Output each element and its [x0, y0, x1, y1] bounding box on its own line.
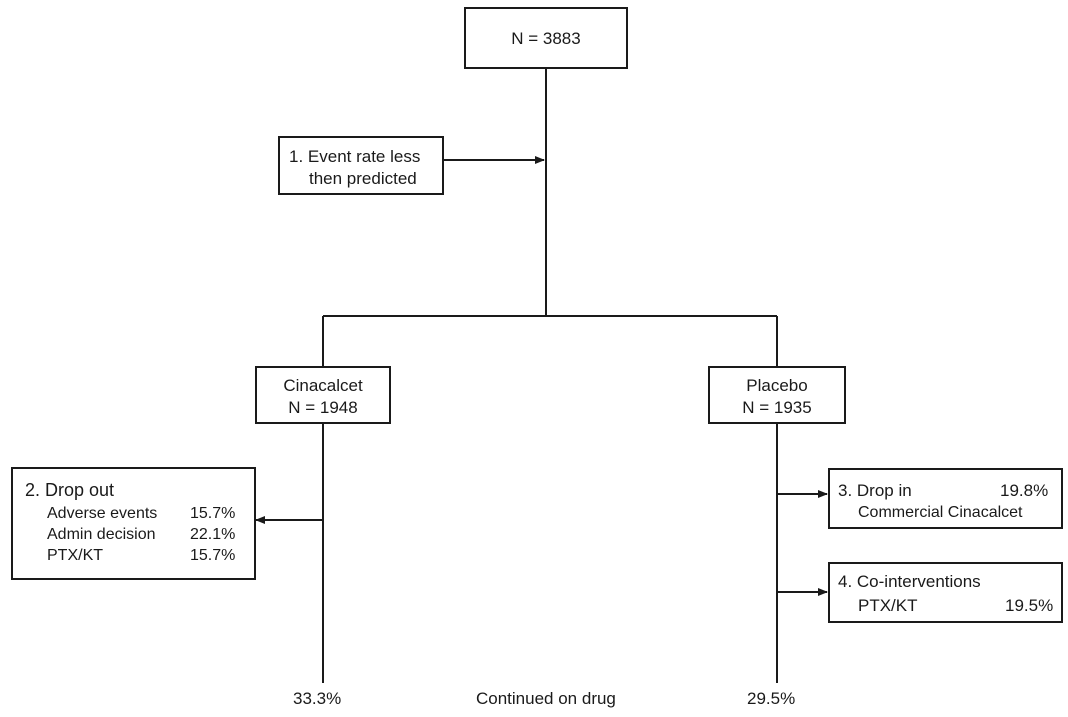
placebo-box: Placebo N = 1935	[708, 366, 846, 424]
dropout-row-value: 15.7%	[190, 505, 236, 522]
event-note-line2: then predicted	[309, 169, 417, 188]
dropout-row-label: PTX/KT	[47, 547, 104, 564]
cinacalcet-box: Cinacalcet N = 1948	[255, 366, 391, 424]
dropout-row-label: Adverse events	[47, 505, 158, 522]
cinacalcet-continued-pct: 33.3%	[293, 689, 342, 708]
root-label: N = 3883	[511, 29, 581, 48]
cointerventions-label: PTX/KT	[858, 596, 918, 615]
event-note-box: 1. Event rate less then predicted	[278, 136, 444, 195]
dropout-title: 2. Drop out	[25, 480, 115, 500]
root-box: N = 3883	[464, 7, 628, 69]
dropout-row-label: Admin decision	[47, 526, 156, 543]
cinacalcet-n: N = 1948	[288, 398, 358, 417]
dropout-row-value: 15.7%	[190, 547, 236, 564]
event-note-line1: 1. Event rate less	[289, 147, 421, 166]
placebo-continued-pct: 29.5%	[747, 689, 796, 708]
cointerventions-value: 19.5%	[1005, 596, 1054, 615]
cointerventions-box: 4. Co-interventions PTX/KT 19.5%	[828, 562, 1063, 623]
continued-on-drug-label: Continued on drug	[476, 689, 616, 708]
cinacalcet-name: Cinacalcet	[283, 376, 363, 395]
placebo-n: N = 1935	[742, 398, 812, 417]
dropin-value: 19.8%	[1000, 481, 1049, 500]
dropin-detail: Commercial Cinacalcet	[858, 504, 1023, 521]
cointerventions-title: 4. Co-interventions	[838, 572, 981, 591]
dropout-box: 2. Drop out Adverse events 15.7% Admin d…	[11, 467, 256, 580]
placebo-name: Placebo	[746, 376, 808, 395]
dropout-row-value: 22.1%	[190, 526, 236, 543]
dropin-title: 3. Drop in	[838, 481, 912, 500]
dropin-box: 3. Drop in 19.8% Commercial Cinacalcet	[828, 468, 1063, 529]
